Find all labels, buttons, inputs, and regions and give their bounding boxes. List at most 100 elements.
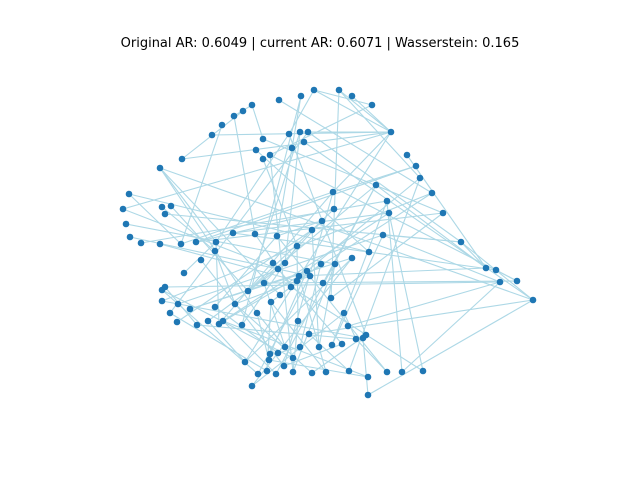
- graph-node: [244, 287, 252, 295]
- graph-edge: [291, 95, 302, 149]
- graph-edge: [159, 167, 281, 296]
- graph-edge: [215, 133, 290, 243]
- graph-node: [281, 343, 289, 351]
- graph-edge: [218, 191, 334, 325]
- graph-edge: [269, 104, 373, 156]
- graph-node: [125, 190, 133, 198]
- graph-edge: [276, 235, 388, 373]
- graph-node: [180, 269, 188, 277]
- graph-node: [294, 317, 302, 325]
- graph-edge: [181, 131, 392, 160]
- graph-node: [383, 197, 391, 205]
- graph-edge: [161, 289, 294, 359]
- graph-edge: [331, 234, 384, 346]
- graph-node: [513, 277, 521, 285]
- graph-node: [211, 303, 219, 311]
- graph-edge: [311, 229, 320, 348]
- graph-node: [238, 321, 246, 329]
- graph-edge: [276, 220, 323, 237]
- graph-node: [252, 146, 260, 154]
- graph-node: [254, 370, 262, 378]
- graph-node: [364, 373, 372, 381]
- graph-edge: [313, 89, 392, 133]
- graph-node: [293, 242, 301, 250]
- graph-edge: [292, 263, 336, 373]
- graph-edge: [269, 154, 294, 373]
- graph-edge: [207, 320, 246, 363]
- graph-edge: [196, 324, 357, 340]
- graph-node: [119, 205, 127, 213]
- graph-node: [330, 205, 338, 213]
- graph-node: [274, 265, 282, 273]
- graph-node: [365, 248, 373, 256]
- graph-edge: [222, 320, 369, 378]
- graph-node: [385, 209, 393, 217]
- graph-node: [122, 220, 130, 228]
- graph-edge: [290, 286, 424, 372]
- graph-node: [303, 267, 311, 275]
- graph-node: [137, 239, 145, 247]
- graph-node: [348, 92, 356, 100]
- graph-node: [259, 135, 267, 143]
- graph-node: [197, 256, 205, 264]
- graph-node: [379, 231, 387, 239]
- graph-node: [416, 174, 424, 182]
- graph-edge: [222, 212, 390, 322]
- graph-node: [419, 367, 427, 375]
- graph-node: [348, 254, 356, 262]
- graph-node: [230, 112, 238, 120]
- graph-node: [167, 202, 175, 210]
- graph-edge: [122, 131, 392, 210]
- graph-node: [218, 121, 226, 129]
- graph-node: [335, 86, 343, 94]
- graph-edge: [214, 250, 236, 305]
- graph-node: [289, 368, 297, 376]
- graph-node: [276, 291, 284, 299]
- graph-node: [260, 279, 268, 287]
- graph-edge: [195, 208, 335, 243]
- graph-node: [156, 164, 164, 172]
- graph-node: [161, 210, 169, 218]
- graph-node: [285, 130, 293, 138]
- graph-edge: [180, 191, 334, 245]
- graph-node: [177, 240, 185, 248]
- graph-node: [248, 101, 256, 109]
- graph-edge: [251, 104, 264, 140]
- graph-node: [158, 286, 166, 294]
- graph-edges: [122, 89, 534, 396]
- graph-node: [293, 277, 301, 285]
- graph-node: [296, 343, 304, 351]
- graph-edge: [169, 312, 268, 372]
- graph-node: [428, 189, 436, 197]
- graph-edge: [270, 301, 327, 373]
- graph-edge: [284, 131, 301, 264]
- graph-edge: [367, 299, 534, 396]
- graph-node: [178, 155, 186, 163]
- graph-node: [318, 217, 326, 225]
- graph-edge: [375, 184, 487, 269]
- graph-node: [328, 341, 336, 349]
- graph-node: [439, 209, 447, 217]
- graph-edge: [299, 263, 322, 348]
- graph-edge: [233, 115, 256, 235]
- graph-node: [412, 162, 420, 170]
- graph-edge: [195, 212, 444, 243]
- graph-edge: [234, 303, 313, 374]
- graph-node: [306, 272, 314, 280]
- graph-edge: [232, 212, 390, 234]
- graph-edge: [401, 281, 501, 373]
- graph-node: [331, 260, 339, 268]
- graph-edge: [176, 229, 313, 323]
- graph-node: [173, 318, 181, 326]
- graph-edge: [332, 165, 417, 193]
- graph-node: [310, 86, 318, 94]
- graph-edge: [247, 131, 301, 292]
- graph-node: [287, 283, 295, 291]
- figure-title: Original AR: 0.6049 | current AR: 0.6071…: [120, 36, 520, 51]
- graph-edge: [355, 338, 388, 373]
- graph-node: [267, 298, 275, 306]
- graph-edge: [161, 206, 216, 252]
- graph-node: [273, 232, 281, 240]
- graph-edge: [278, 99, 433, 194]
